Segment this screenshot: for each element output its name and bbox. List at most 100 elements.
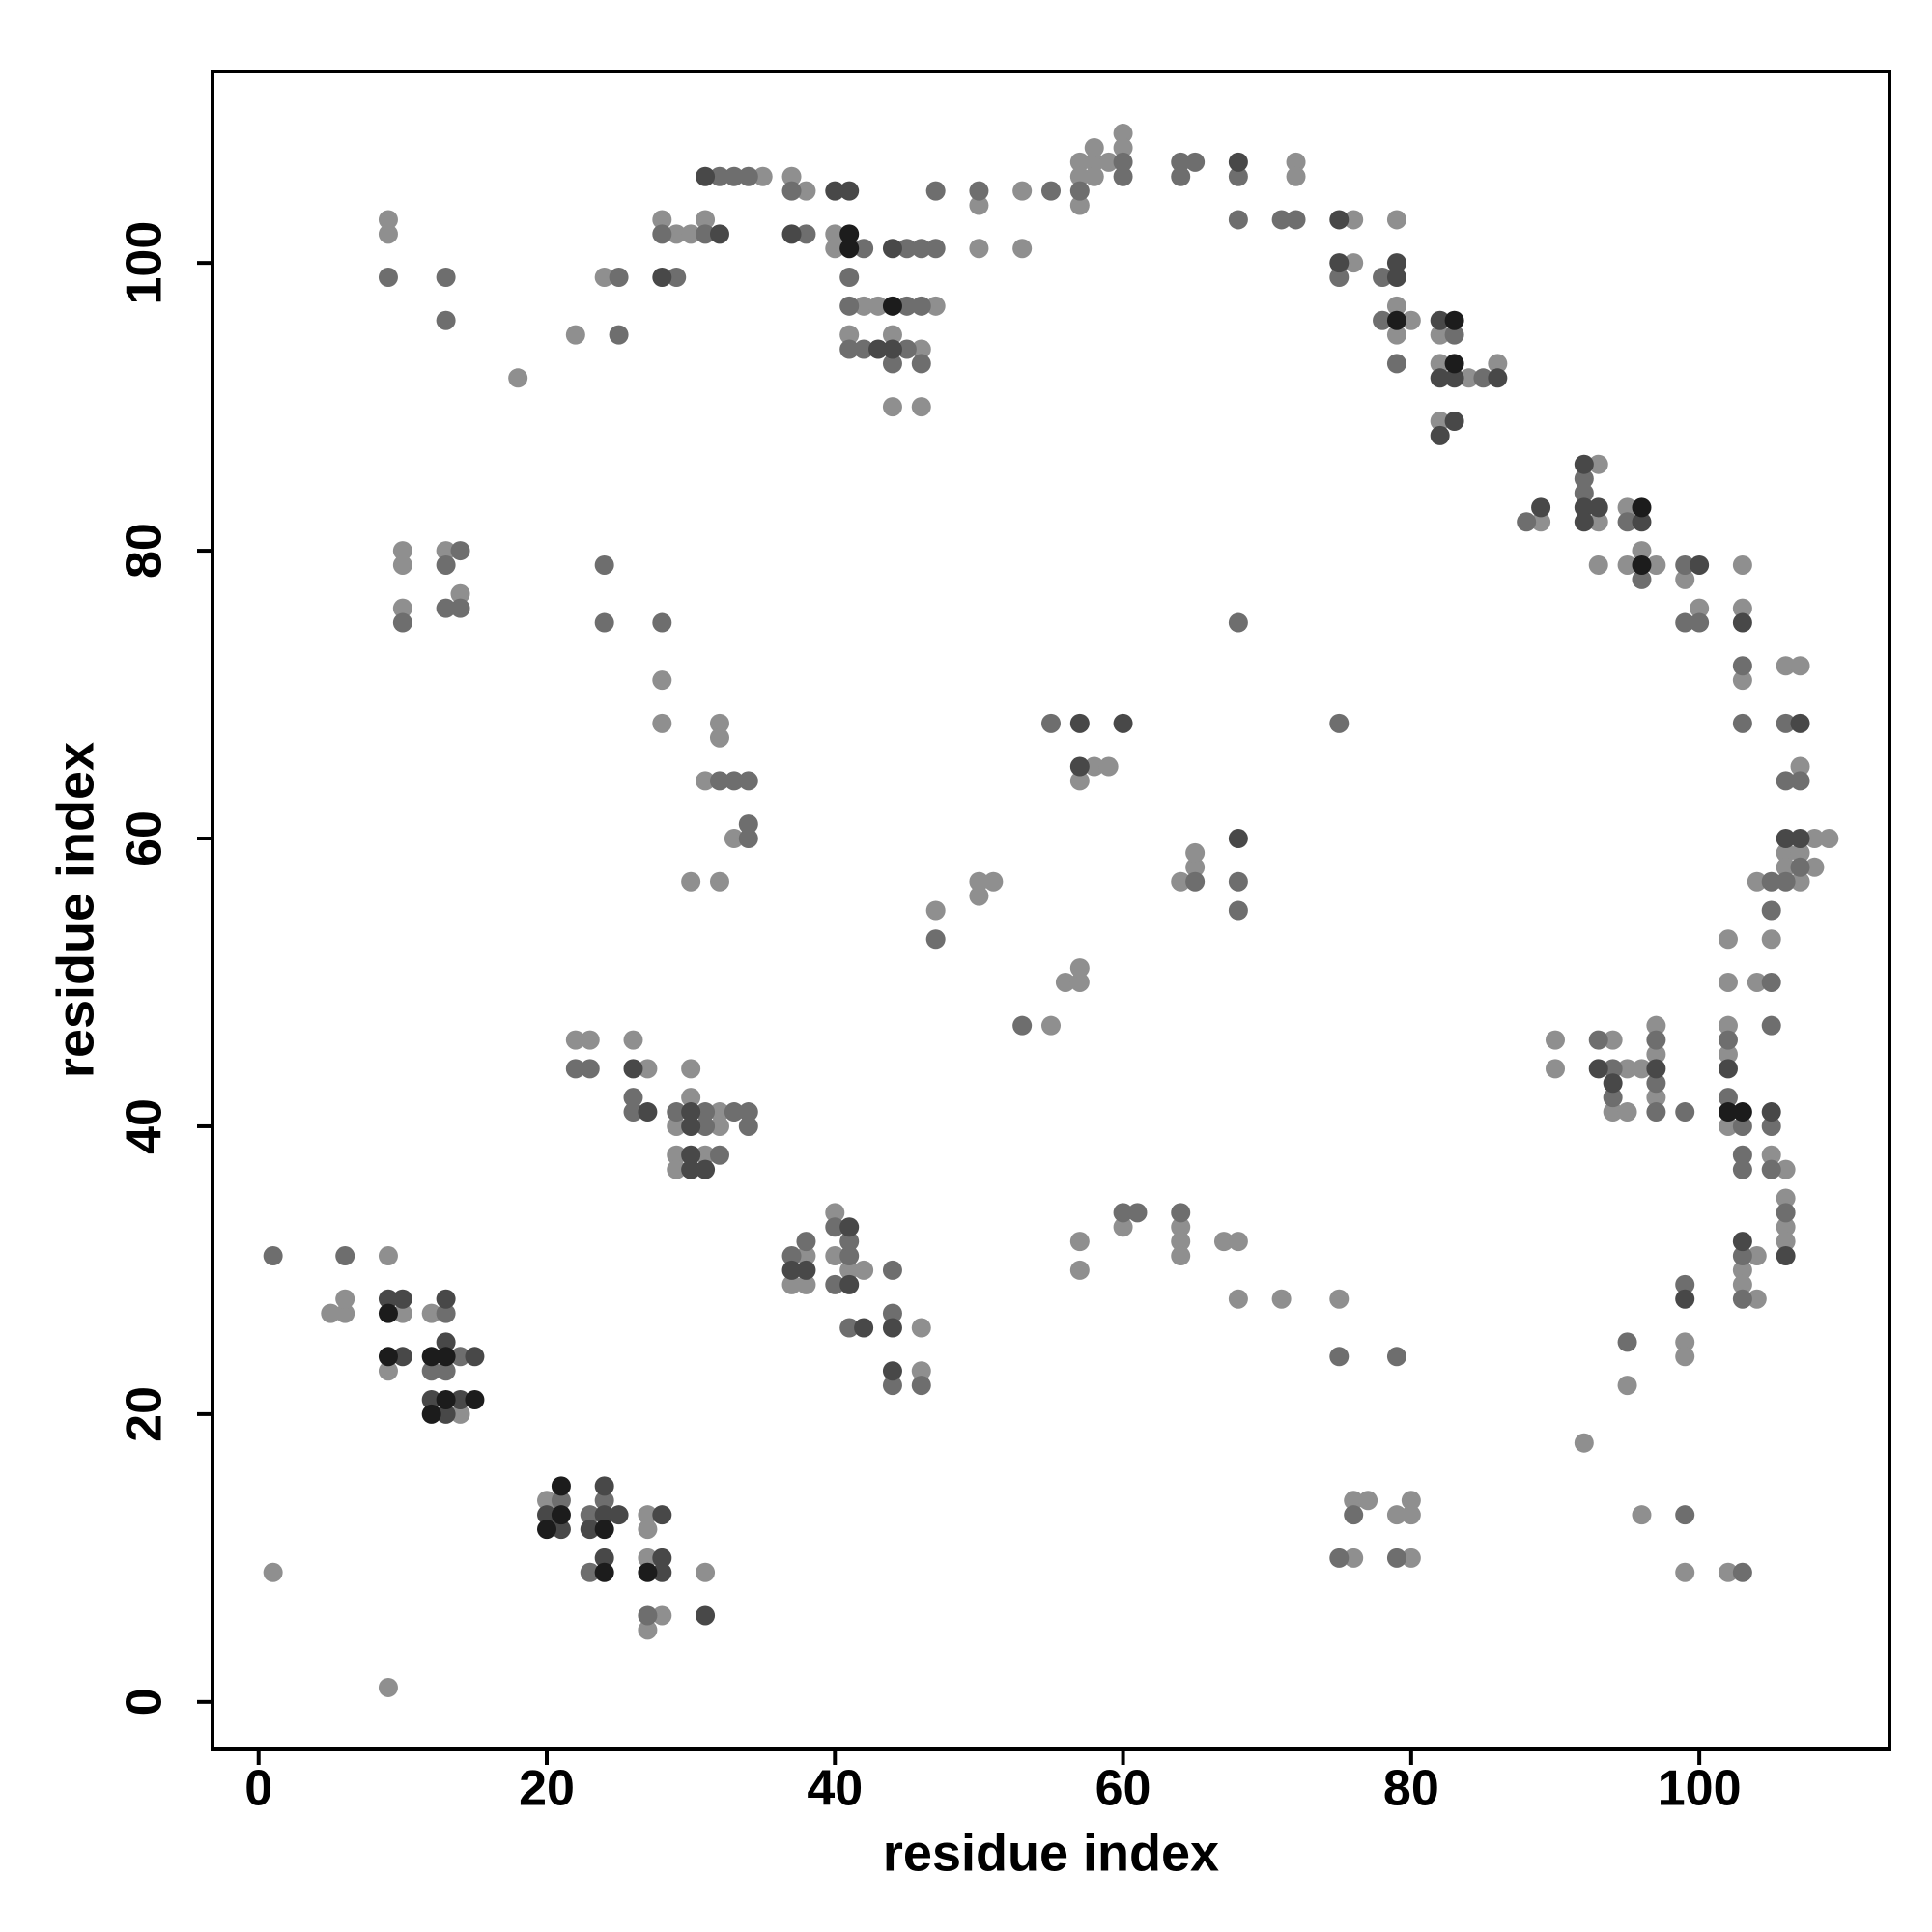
- point: [709, 1102, 729, 1122]
- point: [1732, 656, 1752, 676]
- point: [839, 1260, 860, 1280]
- point: [1329, 1289, 1350, 1309]
- point: [969, 181, 989, 201]
- point: [1401, 1505, 1421, 1525]
- point: [724, 771, 744, 791]
- point: [911, 1318, 931, 1338]
- point: [450, 583, 470, 604]
- point: [1069, 152, 1090, 172]
- point: [839, 296, 860, 316]
- y-axis-label: residue index: [46, 742, 104, 1078]
- point: [1747, 1246, 1767, 1266]
- point: [609, 325, 629, 345]
- point: [1228, 871, 1248, 892]
- point: [1776, 656, 1796, 676]
- point: [565, 1030, 585, 1050]
- point: [667, 1102, 687, 1122]
- point: [1069, 771, 1090, 791]
- point: [1459, 368, 1479, 388]
- point: [839, 339, 860, 359]
- point: [882, 1260, 902, 1280]
- point: [696, 210, 716, 230]
- point: [1790, 756, 1810, 777]
- point: [565, 325, 585, 345]
- point: [594, 1562, 614, 1582]
- point: [925, 296, 946, 316]
- point: [436, 310, 456, 330]
- point: [1171, 871, 1191, 892]
- point: [1776, 1188, 1796, 1208]
- point: [1776, 771, 1796, 791]
- point: [1228, 900, 1248, 921]
- point: [1588, 454, 1608, 474]
- point: [421, 1303, 441, 1323]
- point: [1171, 1217, 1191, 1237]
- point: [1632, 541, 1652, 561]
- point: [925, 181, 946, 201]
- point: [1430, 310, 1450, 330]
- point: [1041, 713, 1061, 733]
- point: [1776, 1203, 1796, 1223]
- point: [378, 1289, 398, 1309]
- point: [1617, 1102, 1637, 1122]
- point: [1761, 1116, 1781, 1136]
- point: [1185, 152, 1206, 172]
- point: [796, 1274, 816, 1294]
- point: [1804, 857, 1825, 877]
- point: [1488, 368, 1508, 388]
- point: [1113, 1217, 1133, 1237]
- point: [1732, 1289, 1752, 1309]
- point: [1732, 598, 1752, 618]
- point: [1228, 829, 1248, 849]
- point: [392, 1347, 412, 1367]
- point: [1617, 1332, 1637, 1352]
- point: [1776, 713, 1796, 733]
- point: [781, 181, 802, 201]
- point: [839, 1246, 860, 1266]
- point: [681, 1088, 701, 1108]
- point: [436, 268, 456, 288]
- point: [1646, 1030, 1666, 1050]
- point: [321, 1303, 341, 1323]
- point: [1675, 1505, 1695, 1525]
- point: [580, 1059, 600, 1079]
- point: [1574, 469, 1594, 489]
- point: [1718, 972, 1738, 992]
- point: [638, 1620, 658, 1640]
- point: [969, 886, 989, 906]
- point: [1790, 713, 1810, 733]
- point: [392, 554, 412, 575]
- x-tick-label: 40: [807, 1761, 863, 1817]
- point: [1632, 1505, 1652, 1525]
- point: [839, 224, 860, 244]
- point: [969, 239, 989, 259]
- point: [1761, 1145, 1781, 1165]
- point: [1444, 354, 1464, 374]
- point: [667, 1159, 687, 1179]
- point: [1732, 612, 1752, 633]
- point: [868, 296, 889, 316]
- point: [1113, 124, 1133, 144]
- point: [1012, 239, 1033, 259]
- point: [681, 1102, 701, 1122]
- point: [1401, 1491, 1421, 1511]
- point: [1574, 1433, 1594, 1453]
- point: [1732, 1232, 1752, 1252]
- point: [1588, 1030, 1608, 1050]
- point: [882, 239, 902, 259]
- point: [1473, 368, 1493, 388]
- point: [652, 1505, 672, 1525]
- point: [594, 554, 614, 575]
- point: [1041, 1015, 1061, 1036]
- point: [1373, 268, 1393, 288]
- point: [1675, 1332, 1695, 1352]
- point: [882, 1318, 902, 1338]
- point: [796, 1246, 816, 1266]
- point: [1617, 512, 1637, 532]
- point: [335, 1246, 355, 1266]
- point: [1545, 1030, 1565, 1050]
- point: [882, 325, 902, 345]
- point: [882, 339, 902, 359]
- point: [1776, 1232, 1796, 1252]
